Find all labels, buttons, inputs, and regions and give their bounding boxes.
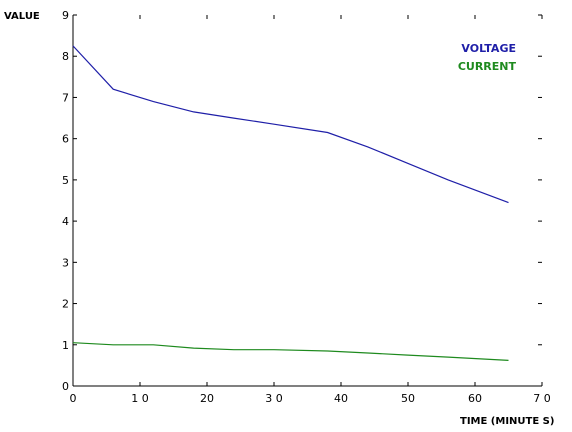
x-tick-label: 1 0 [131,392,149,405]
series-line-current [72,342,509,361]
y-tick-label: 7 [62,91,69,104]
x-tick-label: 7 0 [533,392,551,405]
x-tick-label: 60 [468,392,482,405]
y-tick-label: 0 [62,380,69,393]
y-tick-label: 3 [62,256,69,269]
legend: VOLTAGE CURRENT [458,42,517,73]
plot-frame [72,15,542,387]
y-tick-label: 8 [62,50,69,63]
y-axis: 0 1 2 3 4 5 6 7 8 9 [62,9,542,393]
y-tick-label: 5 [62,174,69,187]
series-line-voltage [72,45,509,204]
y-tick-label: 9 [62,9,69,22]
x-tick-label: 20 [200,392,214,405]
y-tick-label: 6 [62,133,69,146]
x-axis: 0 1 0 20 3 0 40 50 60 7 0 [70,15,551,405]
legend-entry-voltage: VOLTAGE [461,42,516,55]
y-tick-label: 4 [62,215,69,228]
y-tick-label: 1 [62,339,69,352]
x-tick-label: 3 0 [265,392,283,405]
x-tick-label: 0 [70,392,77,405]
x-tick-label: 50 [401,392,415,405]
y-axis-label: VALUE [4,11,40,22]
y-tick-label: 2 [62,298,69,311]
x-tick-label: 40 [334,392,348,405]
legend-entry-current: CURRENT [458,60,517,73]
series-lines [72,45,509,361]
x-axis-label: TIME (MINUTE S) [460,416,554,427]
